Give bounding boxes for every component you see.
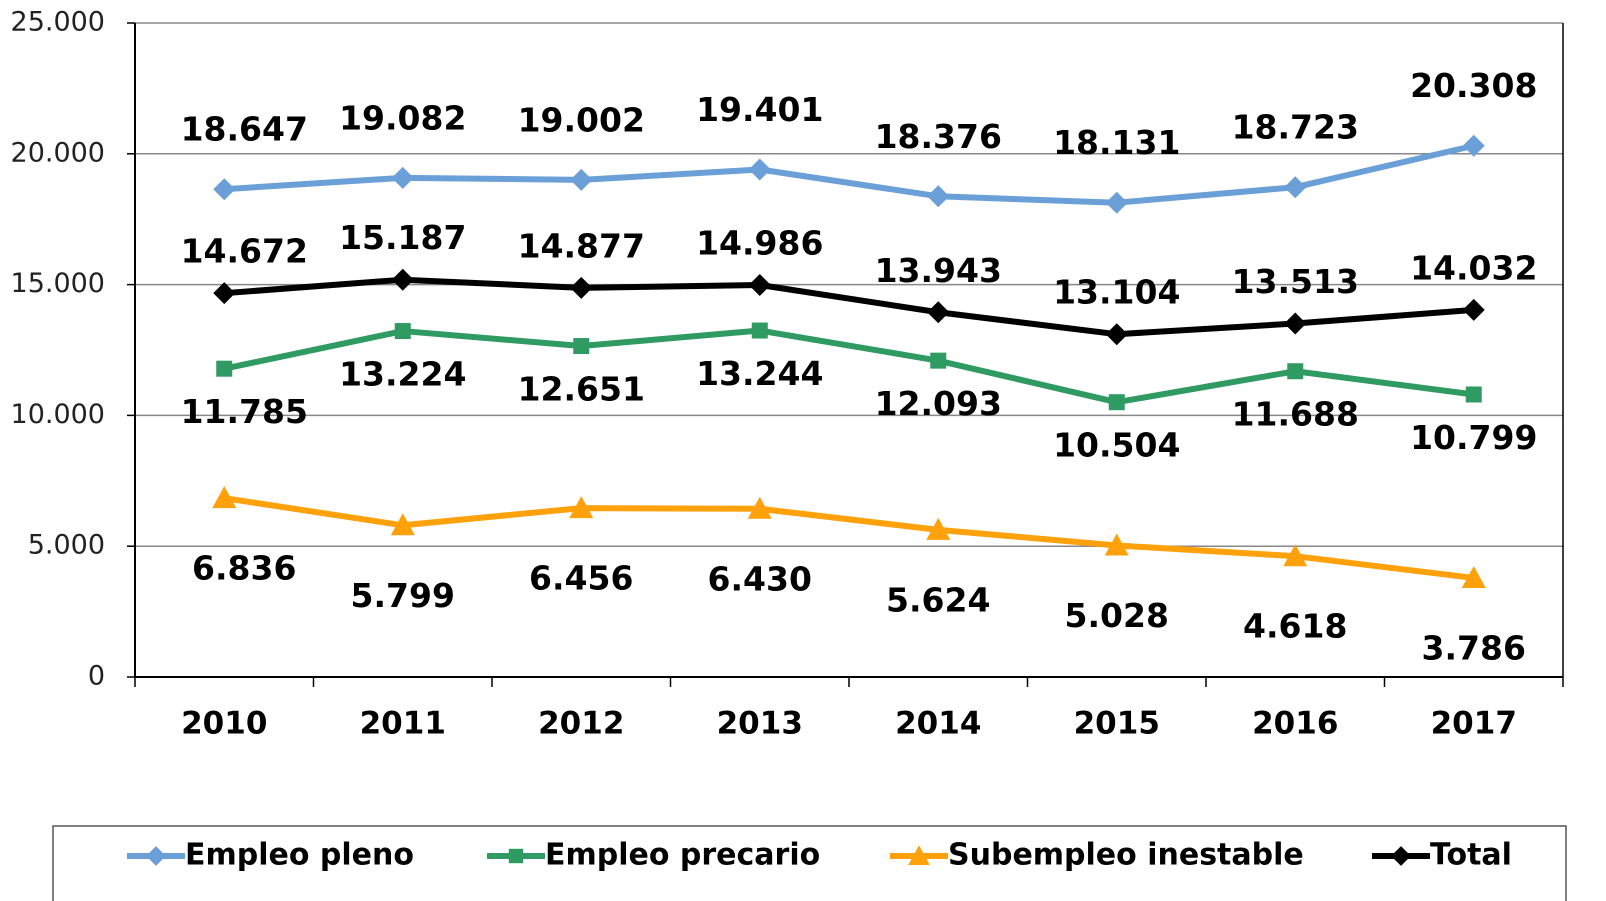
data-label: 3.786 xyxy=(1422,628,1526,667)
data-label: 13.943 xyxy=(875,251,1002,290)
series-line xyxy=(224,276,1474,338)
marker xyxy=(1287,363,1304,380)
marker xyxy=(213,178,236,201)
marker xyxy=(1462,298,1485,321)
data-label: 19.082 xyxy=(339,98,466,137)
legend-label: Total xyxy=(1430,838,1512,873)
marker xyxy=(1104,533,1129,556)
marker xyxy=(1461,565,1486,588)
x-tick-label: 2017 xyxy=(1431,706,1517,742)
marker xyxy=(1108,394,1125,411)
legend-label: Subempleo inestable xyxy=(948,838,1304,873)
x-tick-label: 2014 xyxy=(895,706,981,742)
marker xyxy=(1391,846,1411,866)
data-label: 6.456 xyxy=(529,559,633,598)
y-tick-label: 5.000 xyxy=(28,530,105,561)
x-tick-label: 2016 xyxy=(1252,706,1338,742)
marker xyxy=(394,323,411,340)
data-label: 18.647 xyxy=(181,110,308,149)
marker xyxy=(1462,134,1485,157)
data-label: 11.688 xyxy=(1232,395,1359,434)
data-label: 6.836 xyxy=(192,549,296,588)
legend-label: Empleo precario xyxy=(545,838,820,873)
series-line xyxy=(223,327,1475,406)
series-line xyxy=(224,142,1475,206)
x-tick-label: 2012 xyxy=(538,706,624,742)
data-label: 18.131 xyxy=(1053,123,1180,162)
y-tick-label: 25.000 xyxy=(11,7,105,38)
marker xyxy=(930,352,947,369)
data-label: 18.723 xyxy=(1232,108,1359,147)
marker xyxy=(927,301,950,324)
x-tick-label: 2013 xyxy=(717,706,803,742)
marker xyxy=(927,185,950,208)
data-label: 19.002 xyxy=(518,100,645,139)
data-label: 13.224 xyxy=(339,355,466,394)
x-tick-label: 2015 xyxy=(1074,706,1160,742)
data-label: 14.986 xyxy=(696,223,823,262)
marker xyxy=(747,496,772,519)
data-label: 14.877 xyxy=(518,226,645,265)
marker xyxy=(926,517,951,540)
marker xyxy=(1465,386,1482,403)
data-label: 15.187 xyxy=(339,218,466,257)
data-label: 10.799 xyxy=(1410,418,1537,457)
data-label: 5.028 xyxy=(1065,596,1169,635)
marker xyxy=(573,338,590,355)
marker xyxy=(391,166,414,189)
data-label: 12.093 xyxy=(875,384,1002,423)
marker xyxy=(1105,191,1128,214)
data-label: 5.799 xyxy=(351,576,455,615)
data-label: 13.513 xyxy=(1232,262,1359,301)
x-tick-label: 2010 xyxy=(181,706,267,742)
data-label: 11.785 xyxy=(181,392,308,431)
data-label: 13.244 xyxy=(696,354,823,393)
legend-label: Empleo pleno xyxy=(185,838,414,873)
marker xyxy=(1284,176,1307,199)
y-tick-label: 0 xyxy=(88,661,105,692)
data-label: 20.308 xyxy=(1410,66,1537,105)
marker xyxy=(748,158,771,181)
marker xyxy=(751,322,768,339)
data-label: 18.376 xyxy=(875,117,1002,156)
data-label: 10.504 xyxy=(1053,426,1180,465)
series-line xyxy=(223,495,1475,581)
marker xyxy=(908,845,930,865)
marker xyxy=(1105,323,1128,346)
marker xyxy=(570,168,593,191)
marker xyxy=(216,360,233,377)
marker xyxy=(213,282,236,305)
marker xyxy=(1284,312,1307,335)
x-tick-label: 2011 xyxy=(360,706,446,742)
data-label: 4.618 xyxy=(1243,607,1347,646)
marker xyxy=(212,486,237,509)
marker xyxy=(1283,544,1308,567)
marker xyxy=(390,513,415,536)
y-tick-label: 15.000 xyxy=(11,268,105,299)
data-label: 5.624 xyxy=(886,580,990,619)
data-label: 6.430 xyxy=(708,559,812,598)
marker xyxy=(570,276,593,299)
marker xyxy=(391,268,414,291)
marker xyxy=(748,273,771,296)
data-label: 14.672 xyxy=(181,232,308,271)
data-label: 19.401 xyxy=(696,90,823,129)
marker xyxy=(146,846,166,866)
legend-box xyxy=(52,825,1567,901)
data-label: 13.104 xyxy=(1053,273,1180,312)
data-label: 12.651 xyxy=(518,370,645,409)
data-label: 14.032 xyxy=(1410,248,1537,287)
marker xyxy=(569,496,594,519)
marker xyxy=(508,848,524,864)
y-tick-label: 10.000 xyxy=(11,399,105,430)
y-tick-label: 20.000 xyxy=(11,137,105,168)
